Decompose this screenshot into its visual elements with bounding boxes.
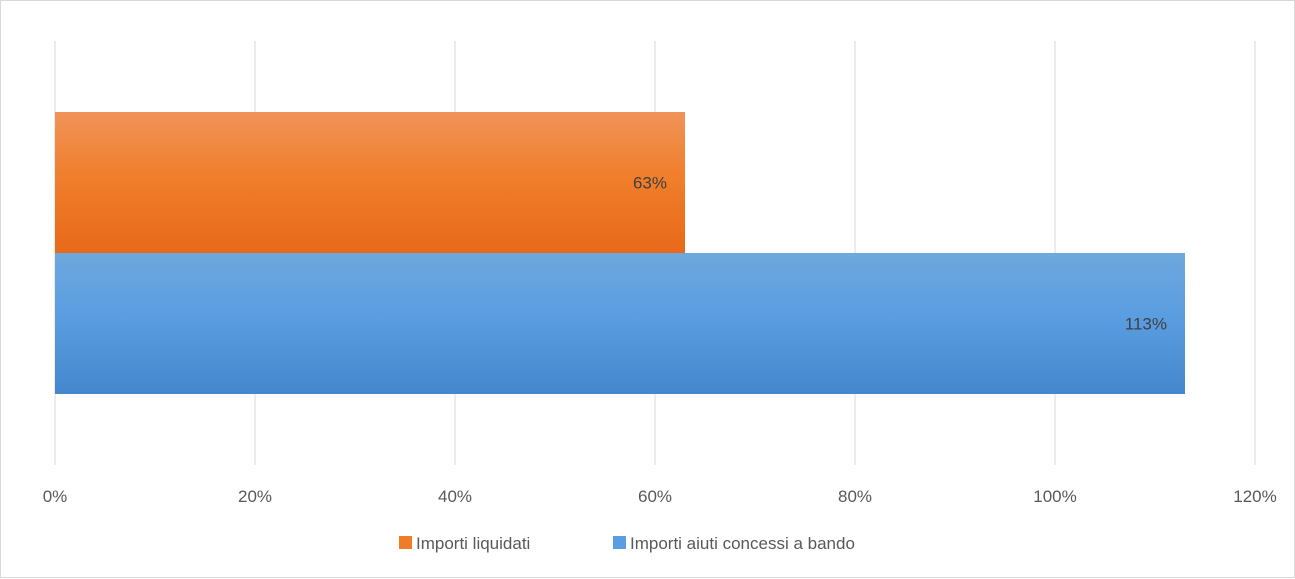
- legend: Importi liquidati Importi aiuti concessi …: [399, 534, 855, 553]
- legend-swatch-0: [399, 536, 412, 549]
- x-tick-label-40: 40%: [438, 487, 472, 506]
- x-axis-ticks: 0% 20% 40% 60% 80% 100% 120%: [43, 487, 1277, 506]
- x-tick-label-20: 20%: [238, 487, 272, 506]
- data-label-0: 63%: [633, 174, 667, 193]
- legend-label-1: Importi aiuti concessi a bando: [630, 534, 855, 553]
- legend-label-0: Importi liquidati: [416, 534, 530, 553]
- bar-importi-liquidati: [55, 112, 685, 253]
- x-tick-label-60: 60%: [638, 487, 672, 506]
- legend-swatch-1: [613, 536, 626, 549]
- data-label-1: 113%: [1125, 315, 1167, 334]
- x-tick-label-120: 120%: [1233, 487, 1276, 506]
- bars: [55, 112, 1185, 394]
- bar-importi-aiuti-concessi: [55, 253, 1185, 394]
- data-labels: 63% 113%: [633, 174, 1167, 334]
- x-tick-label-0: 0%: [43, 487, 68, 506]
- x-tick-label-100: 100%: [1033, 487, 1076, 506]
- x-tick-label-80: 80%: [838, 487, 872, 506]
